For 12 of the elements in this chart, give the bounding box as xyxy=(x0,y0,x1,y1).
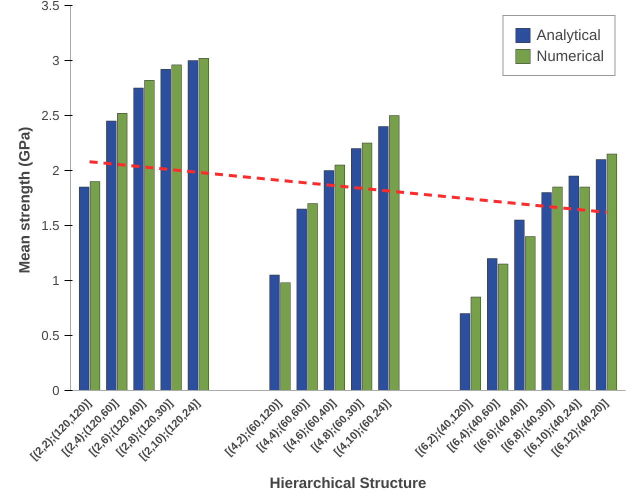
y-tick-label: 2 xyxy=(52,163,60,178)
y-tick-label: 2.5 xyxy=(41,108,60,123)
y-tick-label: 1.5 xyxy=(41,218,60,233)
y-tick-label: 3 xyxy=(52,53,60,68)
y-axis-title: Mean strength (GPa) xyxy=(16,126,34,274)
legend-label: Analytical xyxy=(536,26,601,44)
y-tick-label: 1 xyxy=(52,273,60,288)
y-tick-label: 3.5 xyxy=(41,0,60,13)
legend-label: Numerical xyxy=(536,48,604,64)
x-axis-title: Hierarchical Structure xyxy=(270,475,426,492)
y-tick-label: 0 xyxy=(52,383,60,398)
y-tick-label: 0.5 xyxy=(41,328,60,343)
